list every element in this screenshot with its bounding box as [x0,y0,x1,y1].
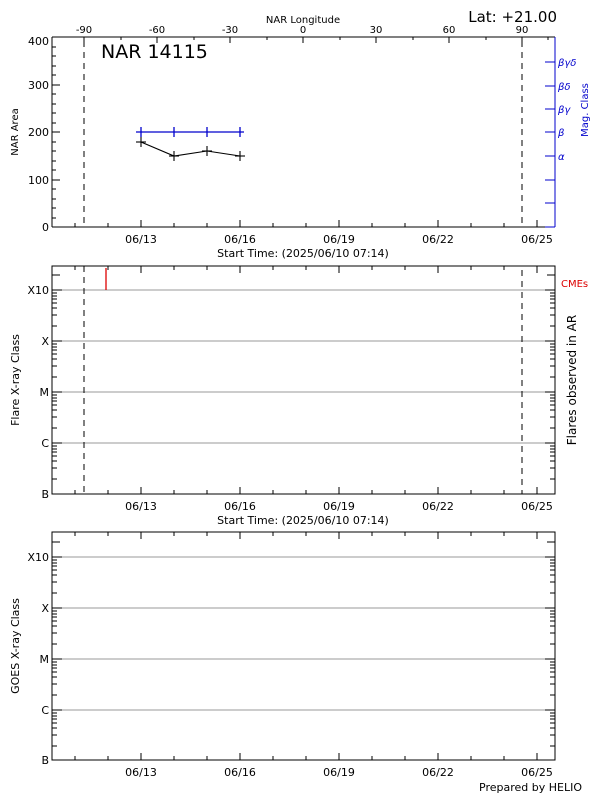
y-tick-label: 200 [28,126,49,139]
lon-tick-label: 90 [516,25,529,36]
lon-tick-label: -60 [149,25,165,36]
x-tick-label: 06/13 [125,500,157,513]
lon-tick-label: 0 [300,25,306,36]
cme-legend: CMEs [561,279,588,290]
mag-class-series [136,127,244,137]
x-tick-label: 06/19 [323,500,355,513]
top-axis-title: NAR Longitude [266,15,340,26]
y-tick-label: M [40,386,50,399]
lon-tick-label: 60 [443,25,456,36]
lon-tick-label: -90 [76,25,92,36]
x-tick-label: 06/16 [224,500,256,513]
mag-class-title: Mag. Class [580,83,591,137]
y-tick-label: M [40,653,50,666]
mag-tick-label: βδ [557,82,571,93]
x-tick-label: 06/13 [125,233,157,246]
panel-nar-area: -90 -60 -30 0 30 60 90 0 100 200 300 400… [10,25,591,260]
mag-class-axis [545,61,555,204]
y-tick-label: X [41,602,49,615]
x-tick-label: 06/19 [323,233,355,246]
y-axis-area [52,36,60,228]
y-tick-label: 300 [28,79,49,92]
x-tick-label: 06/25 [521,233,553,246]
panel-goes: X10 X M C B GOES X-ray Class 06/13 06/16… [9,531,556,779]
x-tick-label: 06/16 [224,766,256,779]
panel-flares: X10 X M C B Flare X-ray Class Flares obs… [9,265,588,527]
y-tick-label: 100 [28,174,49,187]
y-tick-label: C [41,704,49,717]
y-tick-label: X10 [27,551,49,564]
latitude-label: Lat: +21.00 [468,8,557,26]
y-tick-label: X10 [27,284,49,297]
x-tick-label: 06/22 [422,766,454,779]
mag-tick-label: α [558,152,565,163]
x-tick-label: 06/13 [125,766,157,779]
y-axis-title: GOES X-ray Class [9,598,22,694]
y-axis-title: NAR Area [10,108,21,155]
mag-tick-label: βγ [557,105,571,116]
area-series [136,137,245,161]
credit-label: Prepared by HELIO [479,781,582,794]
y-tick-label: 400 [28,35,49,48]
x-tick-label: 06/25 [521,766,553,779]
y-tick-label: X [41,335,49,348]
x-tick-label: 06/22 [422,233,454,246]
region-title: NAR 14115 [101,41,208,63]
x-axis-title: Start Time: (2025/06/10 07:14) [217,247,389,260]
x-tick-label: 06/16 [224,233,256,246]
y-tick-label: C [41,437,49,450]
x-tick-label: 06/22 [422,500,454,513]
x-tick-label: 06/19 [323,766,355,779]
mag-tick-label: βγδ [557,58,576,69]
y-axis-right-title: Flares observed in AR [565,315,579,445]
x-tick-label: 06/25 [521,500,553,513]
x-axis-title: Start Time: (2025/06/10 07:14) [217,514,389,527]
y-tick-label: B [41,754,49,767]
y-tick-label: B [41,488,49,501]
y-axis-title: Flare X-ray Class [9,334,22,426]
lon-tick-label: -30 [222,25,238,36]
y-tick-label: 0 [42,221,49,234]
lon-tick-label: 30 [370,25,383,36]
mag-tick-label: β [557,128,565,139]
x-axis-date [74,220,538,227]
